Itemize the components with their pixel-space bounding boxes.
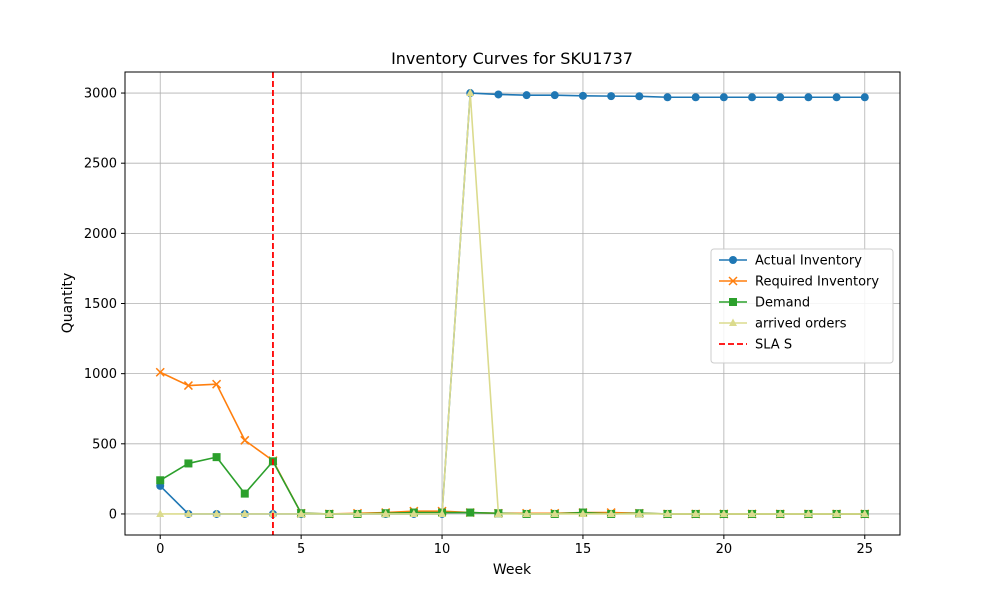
- x-tick-label: 20: [716, 542, 733, 557]
- x-axis-label: Week: [493, 562, 532, 578]
- data-point: [719, 93, 728, 102]
- legend-marker: [728, 276, 738, 286]
- legend-label: arrived orders: [755, 317, 847, 332]
- ticks: 0 5 10 15 20 25 0 500 1000 1500 2000 2500 3000: [84, 87, 873, 557]
- y-tick-label: 500: [92, 437, 117, 452]
- data-point: [635, 509, 644, 517]
- legend-marker: [729, 256, 737, 264]
- data-point: [183, 381, 193, 391]
- data-point: [691, 509, 700, 517]
- data-point: [635, 92, 644, 101]
- data-point: [832, 509, 841, 517]
- data-point: [212, 453, 221, 462]
- data-point: [832, 93, 841, 102]
- data-point: [353, 509, 362, 517]
- legend-item: SLA S: [719, 338, 792, 353]
- legend-item: Required Inventory: [719, 275, 879, 290]
- data-point: [212, 379, 222, 389]
- data-point: [409, 509, 418, 517]
- chart-title: Inventory Curves for SKU1737: [391, 49, 633, 68]
- series-layer: [155, 88, 870, 519]
- data-point: [522, 509, 531, 517]
- legend-box: [710, 248, 894, 364]
- y-tick-label: 1000: [84, 367, 117, 382]
- legend-item: arrived orders: [719, 317, 847, 332]
- x-tick-label: 5: [297, 542, 305, 557]
- data-point: [804, 93, 813, 102]
- data-point: [240, 435, 250, 445]
- legend-item: Demand: [719, 296, 810, 311]
- data-point: [776, 509, 785, 517]
- x-tick-label: 25: [856, 542, 873, 557]
- data-point: [466, 88, 475, 97]
- data-point: [156, 476, 165, 485]
- series-arrived-orders: [156, 88, 869, 517]
- x-tick-label: 0: [156, 542, 164, 557]
- data-point: [578, 509, 587, 517]
- y-tick-label: 2500: [84, 157, 117, 172]
- y-tick-label: 1500: [84, 297, 117, 312]
- data-point: [691, 93, 700, 102]
- data-point: [804, 509, 813, 517]
- data-point: [522, 91, 531, 100]
- data-point: [184, 459, 193, 468]
- data-point: [719, 509, 728, 517]
- data-point: [155, 367, 165, 377]
- data-point: [748, 509, 757, 517]
- data-point: [156, 509, 165, 517]
- data-point: [860, 509, 869, 517]
- data-point: [240, 489, 249, 498]
- series-line: [160, 92, 865, 515]
- legend-label: SLA S: [755, 338, 792, 353]
- data-point: [212, 509, 221, 517]
- legend-label: Required Inventory: [755, 275, 879, 290]
- legend-item: Actual Inventory: [719, 254, 862, 269]
- data-point: [776, 93, 785, 102]
- legend-marker: [729, 298, 737, 306]
- data-point: [550, 509, 559, 517]
- data-point: [663, 509, 672, 517]
- legend-label: Actual Inventory: [755, 254, 862, 269]
- y-tick-label: 3000: [84, 87, 117, 102]
- data-point: [663, 93, 672, 102]
- legend-label: Demand: [755, 296, 810, 311]
- data-point: [578, 91, 587, 100]
- data-point: [860, 93, 869, 102]
- data-point: [240, 509, 249, 517]
- y-axis-label: Quantity: [60, 273, 76, 334]
- data-point: [297, 509, 306, 517]
- data-point: [466, 508, 475, 517]
- y-tick-label: 2000: [84, 227, 117, 242]
- data-point: [607, 509, 616, 517]
- data-point: [494, 90, 503, 99]
- legend: Actual Inventory Required Inventory Demand…: [710, 248, 894, 364]
- y-tick-label: 0: [109, 507, 117, 522]
- data-point: [381, 509, 390, 517]
- x-tick-label: 10: [434, 542, 451, 557]
- legend-marker: [729, 318, 737, 326]
- data-point: [438, 509, 447, 517]
- data-point: [607, 92, 616, 101]
- x-tick-label: 15: [575, 542, 592, 557]
- data-point: [494, 509, 503, 517]
- data-point: [748, 93, 757, 102]
- data-point: [184, 509, 193, 517]
- data-point: [550, 91, 559, 100]
- data-point: [325, 509, 334, 517]
